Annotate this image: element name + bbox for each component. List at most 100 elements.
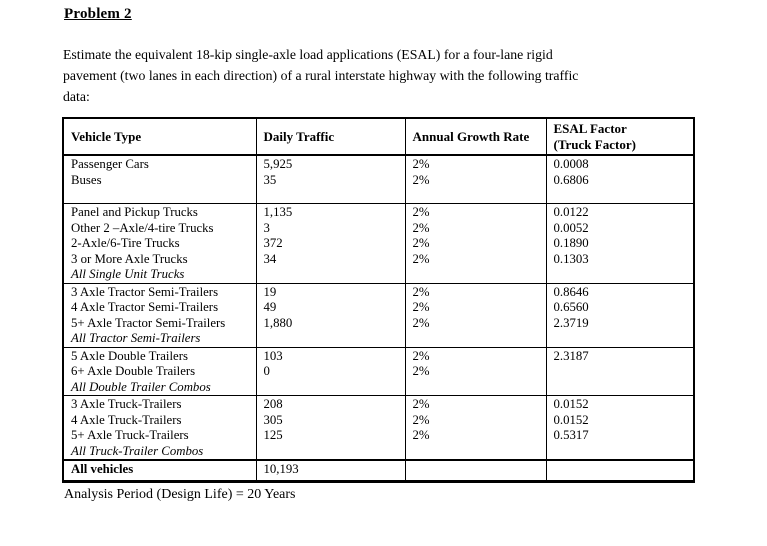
group-summary-label: All Tractor Semi-Trailers xyxy=(71,331,201,345)
esal-factor-value: 2.3719 xyxy=(553,315,589,330)
esal-factor-value: 0.0122 xyxy=(553,205,589,219)
esal-factor-value: 0.5317 xyxy=(553,428,589,442)
intro-paragraph: Estimate the equivalent 18-kip single-ax… xyxy=(63,44,703,107)
header-row: Vehicle Type Daily Traffic Annual Growth… xyxy=(62,117,695,156)
group-summary-label: All Single Unit Trucks xyxy=(71,267,185,281)
esal-factor-value: 0.0008 xyxy=(553,157,589,171)
growth-rate-value: 2% xyxy=(412,412,430,427)
vehicle-type-label: Buses xyxy=(71,172,102,187)
daily-traffic-value: 125 xyxy=(263,428,283,442)
esal-factor-value: 0.0152 xyxy=(553,397,589,411)
daily-traffic-cell: 208 305 125 xyxy=(255,395,406,461)
group-row-cars-buses: Passenger Cars Buses 5,925 35 2% 2% 0.00… xyxy=(62,154,695,204)
growth-rate-value: 2% xyxy=(412,348,430,363)
esal-factor-cell: 2.3187 xyxy=(545,346,695,396)
daily-traffic-value: 1,135 xyxy=(263,205,293,219)
growth-rate-cell: 2% 2% xyxy=(404,154,547,204)
daily-traffic-value: 35 xyxy=(263,172,277,187)
col-header-daily-traffic: Daily Traffic xyxy=(255,117,406,156)
col-header-vehicle-type: Vehicle Type xyxy=(62,117,257,156)
vehicle-type-cell: 3 Axle Tractor Semi-Trailers 4 Axle Trac… xyxy=(62,282,257,348)
daily-traffic-value: 3 xyxy=(263,220,270,235)
esal-factor-value: 0.0152 xyxy=(553,412,589,427)
intro-line: Estimate the equivalent 18-kip single-ax… xyxy=(63,47,553,62)
esal-factor-cell: 0.8646 0.6560 2.3719 xyxy=(545,282,695,348)
daily-traffic-value: 208 xyxy=(263,397,283,411)
esal-factor-value: 0.6560 xyxy=(553,300,589,314)
daily-traffic-cell: 103 0 xyxy=(255,346,406,396)
esal-factor-cell: 0.0152 0.0152 0.5317 xyxy=(545,395,695,461)
vehicle-type-label: 5+ Axle Truck-Trailers xyxy=(71,428,189,442)
vehicle-type-label: 3 or More Axle Trucks xyxy=(71,251,188,266)
daily-traffic-value: 305 xyxy=(263,412,283,427)
vehicle-type-cell: Panel and Pickup Trucks Other 2 –Axle/4-… xyxy=(62,203,257,284)
vehicle-type-label: Panel and Pickup Trucks xyxy=(71,205,198,219)
growth-rate-value: 2% xyxy=(412,284,430,299)
daily-traffic-value: 0 xyxy=(263,364,270,378)
daily-traffic-value: 103 xyxy=(263,348,283,363)
daily-traffic-value: 34 xyxy=(263,251,277,266)
vehicle-type-cell: 3 Axle Truck-Trailers 4 Axle Truck-Trail… xyxy=(62,395,257,461)
esal-factor-cell: 0.0008 0.6806 xyxy=(545,154,695,204)
group-row-single-unit-trucks: Panel and Pickup Trucks Other 2 –Axle/4-… xyxy=(62,203,695,284)
total-growth-rate-cell xyxy=(404,459,547,482)
growth-rate-cell: 2% 2% 2% xyxy=(404,282,547,348)
vehicle-type-label: 4 Axle Truck-Trailers xyxy=(71,412,182,427)
growth-rate-value: 2% xyxy=(412,220,430,235)
daily-traffic-value: 1,880 xyxy=(263,315,293,330)
growth-rate-value: 2% xyxy=(412,251,430,266)
growth-rate-value: 2% xyxy=(412,205,430,219)
esal-header-line2: (Truck Factor) xyxy=(553,136,636,152)
vehicle-type-label: 5 Axle Double Trailers xyxy=(71,348,188,363)
growth-rate-value: 2% xyxy=(412,300,430,314)
daily-traffic-value: 372 xyxy=(263,236,283,250)
growth-rate-value: 2% xyxy=(412,397,430,411)
col-header-esal-factor: ESAL Factor (Truck Factor) xyxy=(545,117,695,156)
growth-rate-value: 2% xyxy=(412,315,430,330)
group-row-double-trailers: 5 Axle Double Trailers 6+ Axle Double Tr… xyxy=(62,346,695,396)
esal-factor-value: 0.8646 xyxy=(553,284,589,299)
esal-factor-value: 0.0052 xyxy=(553,220,589,235)
vehicle-type-label: 6+ Axle Double Trailers xyxy=(71,364,196,378)
growth-rate-cell: 2% 2% 2% xyxy=(404,395,547,461)
vehicle-type-label: 3 Axle Truck-Trailers xyxy=(71,397,182,411)
group-row-truck-trailers: 3 Axle Truck-Trailers 4 Axle Truck-Trail… xyxy=(62,395,695,461)
total-daily-traffic-cell: 10,193 xyxy=(255,459,406,482)
growth-rate-cell: 2% 2% xyxy=(404,346,547,396)
vehicle-type-label: Passenger Cars xyxy=(71,157,149,171)
vehicle-type-label: 5+ Axle Tractor Semi-Trailers xyxy=(71,315,226,330)
esal-factor-cell: 0.0122 0.0052 0.1890 0.1303 xyxy=(545,203,695,284)
esal-factor-value: 0.1303 xyxy=(553,251,589,266)
col-header-annual-growth-rate: Annual Growth Rate xyxy=(404,117,547,156)
traffic-data-table: Vehicle Type Daily Traffic Annual Growth… xyxy=(62,117,695,483)
daily-traffic-cell: 19 49 1,880 xyxy=(255,282,406,348)
esal-factor-value: 0.6806 xyxy=(553,172,589,187)
vehicle-type-label: Other 2 –Axle/4-tire Trucks xyxy=(71,220,214,235)
vehicle-type-label: 2-Axle/6-Tire Trucks xyxy=(71,236,180,250)
analysis-period-note: Analysis Period (Design Life) = 20 Years xyxy=(64,487,296,502)
total-label-cell: All vehicles xyxy=(62,459,257,482)
table-header: Vehicle Type Daily Traffic Annual Growth… xyxy=(62,117,695,156)
daily-traffic-value: 5,925 xyxy=(263,157,293,171)
intro-line: pavement (two lanes in each direction) o… xyxy=(63,68,579,83)
vehicle-type-cell: Passenger Cars Buses xyxy=(62,154,257,204)
esal-header-line1: ESAL Factor xyxy=(553,121,627,136)
growth-rate-value: 2% xyxy=(412,236,430,250)
growth-rate-value: 2% xyxy=(412,364,430,378)
total-esal-factor-cell xyxy=(545,459,695,482)
daily-traffic-cell: 5,925 35 xyxy=(255,154,406,204)
vehicle-type-label: 3 Axle Tractor Semi-Trailers xyxy=(71,284,219,299)
esal-factor-value: 2.3187 xyxy=(553,348,589,363)
group-summary-label: All Double Trailer Combos xyxy=(71,379,211,394)
growth-rate-cell: 2% 2% 2% 2% xyxy=(404,203,547,284)
group-row-tractor-semi-trailers: 3 Axle Tractor Semi-Trailers 4 Axle Trac… xyxy=(62,282,695,348)
esal-factor-value: 0.1890 xyxy=(553,236,589,250)
growth-rate-value: 2% xyxy=(412,157,430,171)
daily-traffic-cell: 1,135 3 372 34 xyxy=(255,203,406,284)
total-row: All vehicles 10,193 xyxy=(62,459,695,482)
growth-rate-value: 2% xyxy=(412,172,430,187)
daily-traffic-value: 19 xyxy=(263,284,277,299)
vehicle-type-label: 4 Axle Tractor Semi-Trailers xyxy=(71,300,219,314)
group-summary-label: All Truck-Trailer Combos xyxy=(71,443,204,458)
problem-title: Problem 2 xyxy=(64,6,132,22)
